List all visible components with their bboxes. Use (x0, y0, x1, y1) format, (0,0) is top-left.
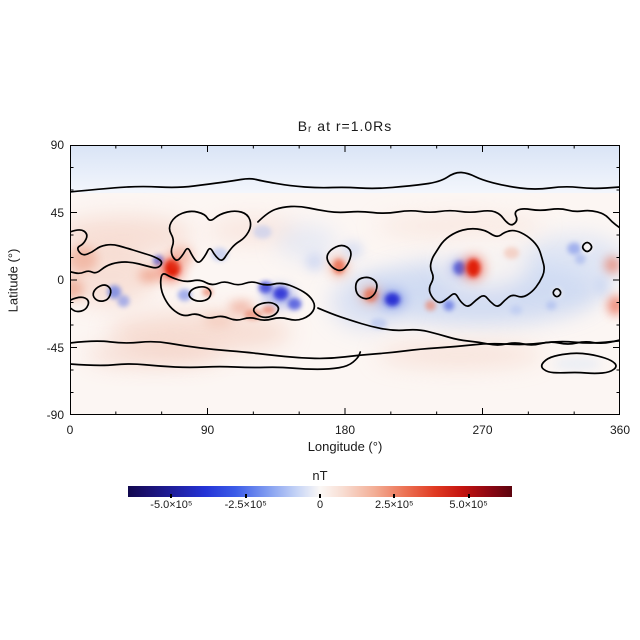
neutral-line-15 (70, 339, 620, 360)
field-blob-56 (510, 305, 523, 315)
neutral-line-11 (354, 276, 378, 300)
colorbar-tick-4 (467, 494, 470, 498)
neutral-line-10 (326, 244, 352, 272)
field-blob-44 (443, 300, 455, 311)
neutral-line-14 (552, 287, 562, 298)
field-blobs (70, 214, 620, 370)
field-blob-8 (375, 214, 544, 238)
field-blob-29 (287, 298, 302, 310)
map-layers (70, 145, 620, 415)
field-blob-4 (85, 343, 223, 367)
field-blob-6 (520, 235, 620, 289)
north-polar-band (70, 145, 620, 193)
neutral-line-1 (257, 205, 620, 229)
y-tick-label--45: -45 (46, 340, 64, 355)
colorbar-tick-1 (244, 494, 247, 498)
field-blob-10 (276, 224, 338, 261)
neutral-line-4 (70, 229, 163, 275)
y-tick-label--90: -90 (46, 408, 64, 422)
field-blob-3 (108, 311, 292, 354)
field-blob-53 (607, 295, 620, 316)
field-blob-28 (273, 286, 289, 301)
x-tick-label-270: 270 (472, 423, 493, 437)
field-blob-25 (253, 225, 272, 239)
field-blob-14 (70, 278, 84, 300)
field-blob-17 (138, 268, 161, 283)
colorbar-tick-label-0: -5.0×10⁵ (150, 499, 193, 511)
neutral-line-0 (70, 171, 620, 193)
neutral-line-contours (70, 171, 620, 375)
field-blob-9 (375, 341, 544, 369)
colorbar-tick-label-2: 0 (316, 499, 324, 511)
plot-title: Bᵣ at r=1.0Rs (297, 118, 393, 134)
axis-ticks (70, 145, 620, 415)
field-blob-49 (503, 247, 520, 259)
field-blob-55 (545, 301, 557, 310)
colorbar-tick-label-3: 2.5×10⁵ (375, 499, 414, 511)
colorbar-tick-0 (170, 494, 173, 498)
field-blob-50 (567, 242, 582, 255)
colorbar-tick-3 (393, 494, 396, 498)
colorbar-title: nT (312, 468, 328, 483)
field-blob-54 (594, 275, 610, 297)
neutral-line-7 (159, 273, 316, 321)
neutral-line-12 (428, 227, 546, 307)
neutral-line-5 (92, 284, 112, 302)
y-tick-label-0: 0 (57, 273, 64, 287)
field-blob-1 (207, 217, 300, 244)
field-blob-30 (261, 305, 276, 315)
neutral-line-9 (252, 301, 280, 319)
neutral-line-2 (317, 307, 620, 346)
x-axis-label: Longitude (°) (307, 439, 383, 454)
colorbar-tick-label-4: 5.0×10⁵ (449, 499, 488, 511)
field-blob-12 (552, 358, 602, 370)
field-blob-43 (425, 300, 436, 311)
colorbar-gradient (128, 486, 512, 497)
colorbar-tick-2 (319, 494, 321, 498)
neutral-line-17 (540, 352, 617, 375)
field-blob-36 (332, 259, 345, 274)
field-blob-37 (341, 241, 364, 259)
field-blob-51 (574, 253, 586, 265)
x-tick-label-360: 360 (609, 423, 631, 437)
colorbar-tick-label-1: -2.5×10⁵ (224, 499, 267, 511)
neutral-line-8 (188, 285, 212, 302)
field-blob-16 (117, 295, 130, 307)
x-tick-label-90: 90 (200, 423, 215, 437)
field-blob-48 (466, 259, 481, 277)
field-blob-52 (604, 256, 620, 274)
y-tick-label-45: 45 (50, 205, 64, 220)
field-blob-42 (370, 318, 388, 329)
field-blob-31 (228, 300, 254, 314)
field-blob-0 (70, 215, 193, 255)
field-blob-22 (177, 289, 192, 301)
field-blob-34 (305, 253, 324, 271)
x-tick-label-0: 0 (66, 423, 74, 437)
field-blob-41 (384, 292, 400, 307)
field-blob-33 (202, 313, 234, 328)
heatmap-plot (70, 145, 620, 415)
x-tick-label-180: 180 (334, 423, 356, 437)
neutral-line-6 (70, 296, 90, 313)
neutral-line-13 (581, 241, 593, 253)
y-axis-label: Latitude (°) (5, 248, 21, 313)
neutral-line-16 (70, 351, 362, 371)
y-tick-label-90: 90 (50, 138, 64, 152)
neutral-line-3 (168, 210, 252, 264)
